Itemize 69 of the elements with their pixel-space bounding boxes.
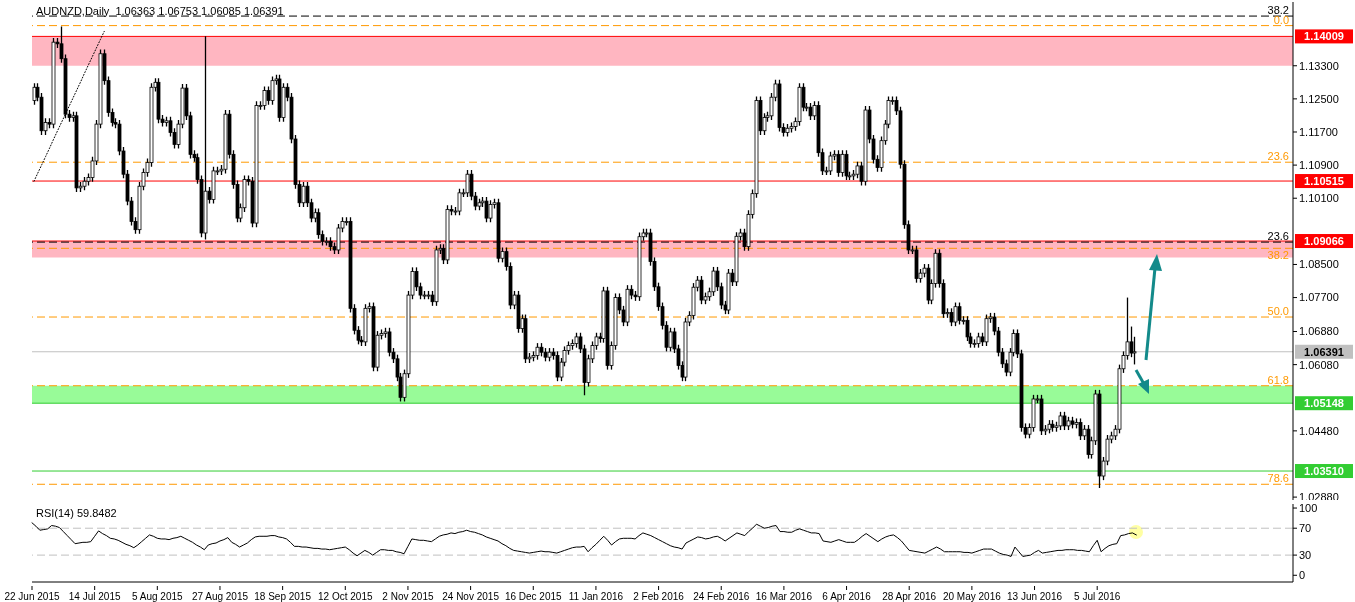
x-tick-label: 22 Jun 2015 (4, 591, 60, 602)
x-tick-label: 24 Feb 2016 (693, 591, 750, 602)
x-tick-label: 5 Jul 2016 (1074, 591, 1121, 602)
ref-line-label: 1.14009 (1304, 30, 1344, 43)
y-tick-label: 30 (1299, 549, 1312, 562)
candlestick (828, 151, 833, 176)
x-tick-label: 2 Feb 2016 (633, 591, 685, 602)
x-tick-label: 24 Nov 2015 (442, 591, 500, 602)
candlestick (711, 266, 716, 297)
y-tick-label: 0 (1299, 569, 1306, 582)
y-tick-label: 1.04480 (1299, 424, 1339, 437)
candlestick (699, 275, 704, 305)
x-tick-label: 12 Oct 2015 (318, 591, 373, 602)
x-tick-label: 27 Aug 2015 (191, 591, 249, 602)
x-tick-label: 5 Aug 2015 (132, 591, 184, 602)
y-tick-label: 100 (1299, 501, 1318, 514)
x-tick-label: 28 Apr 2016 (882, 591, 937, 602)
candlestick (836, 149, 841, 178)
x-tick-label: 2 Nov 2015 (382, 591, 434, 602)
candlestick (32, 82, 37, 106)
x-tick-label: 20 May 2016 (942, 591, 1002, 602)
candlestick (301, 181, 306, 208)
ref-line-label: 1.03510 (1304, 465, 1344, 478)
candlestick (270, 75, 275, 106)
candlestick (668, 327, 673, 353)
y-tick-label: 1.13300 (1299, 59, 1339, 72)
ref-line-label: 1.06391 (1304, 345, 1344, 358)
x-tick-label: 6 Apr 2016 (822, 591, 872, 602)
y-tick-label: 1.10100 (1299, 192, 1339, 205)
y-tick-label: 1.08500 (1299, 258, 1339, 271)
annotation: 38.2 (1267, 249, 1289, 262)
x-tick-label: 16 Dec 2015 (504, 591, 563, 602)
annotation: 23.6 (1267, 150, 1289, 163)
candlestick (1058, 411, 1063, 431)
chart-title: AUDNZD,Daily 1.06363 1.06753 1.06085 1.06391 (36, 5, 284, 17)
candlestick (953, 301, 958, 327)
annotation: 23.6 (1267, 230, 1289, 243)
x-tick-label: 16 Mar 2016 (755, 591, 813, 602)
line-series (33, 30, 105, 182)
candlestick (262, 85, 267, 111)
ref-line-label: 1.10515 (1304, 175, 1344, 188)
candlestick (484, 196, 489, 223)
x-tick-label: 18 Sep 2015 (254, 591, 312, 602)
x-tick-label: 14 Jul 2015 (68, 591, 121, 602)
y-tick-label: 1.10900 (1299, 159, 1339, 172)
candlestick (457, 188, 462, 216)
y-tick-label: 1.07700 (1299, 291, 1339, 304)
chart-title: RSI(14) 59.8482 (36, 507, 117, 519)
annotation: 61.8 (1267, 373, 1289, 386)
y-tick-label: 1.11700 (1299, 125, 1338, 138)
y-tick-label: 1.12500 (1299, 92, 1339, 105)
candlestick (555, 350, 560, 382)
candlestick (1078, 417, 1083, 441)
candlestick (1132, 336, 1137, 366)
candlestick (1062, 411, 1067, 431)
candlestick (488, 199, 493, 223)
ref-line-label: 1.09066 (1304, 235, 1344, 248)
y-tick-label: 1.06880 (1299, 325, 1339, 338)
x-tick-label: 13 Jun 2016 (1007, 591, 1063, 602)
candlestick (984, 313, 989, 347)
x-tick-label: 11 Jan 2016 (568, 591, 624, 602)
annotation: 50.0 (1267, 305, 1289, 318)
candlestick (465, 169, 470, 198)
y-tick-label: 70 (1299, 522, 1312, 535)
annotation: 78.6 (1267, 472, 1289, 485)
candlestick (957, 301, 962, 326)
ref-line-label: 1.05148 (1304, 397, 1344, 410)
candlestick (840, 149, 845, 178)
y-tick-label: 1.06080 (1299, 358, 1339, 371)
